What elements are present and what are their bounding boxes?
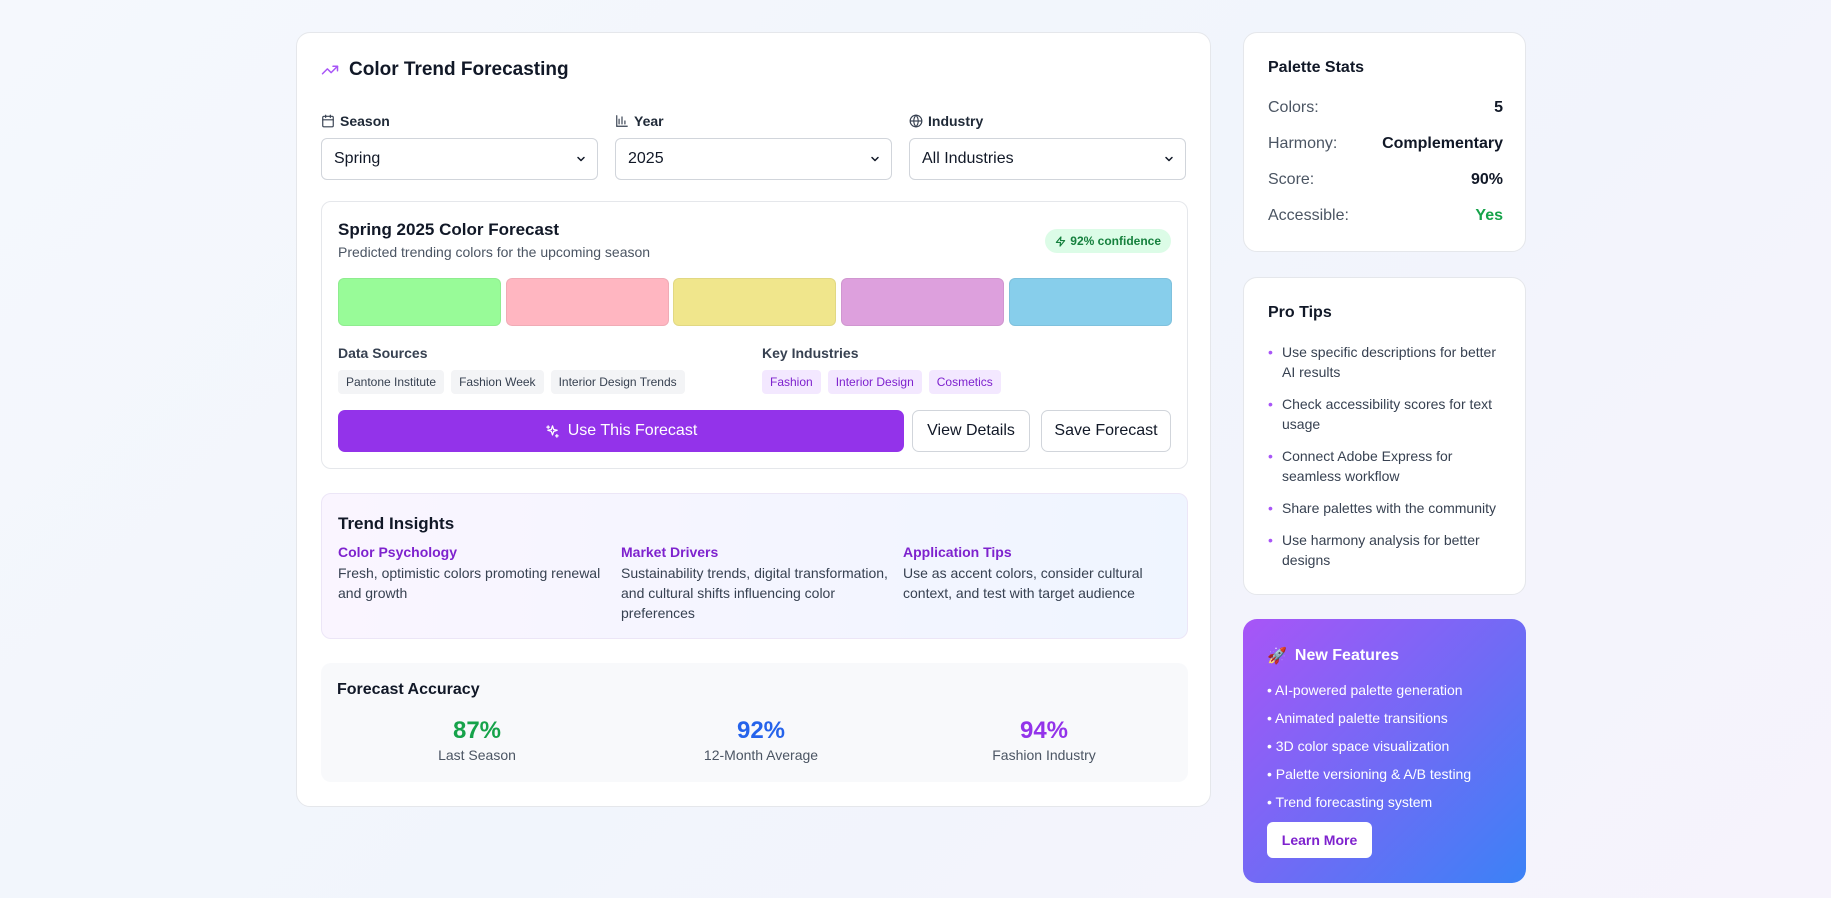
tips-list: Use specific descriptions for better AI … [1268, 342, 1508, 582]
tips-title: Pro Tips [1268, 304, 1332, 321]
accuracy-value: 92% [736, 717, 786, 744]
forecast-title: Spring 2025 Color Forecast [338, 220, 560, 239]
chevron-down-icon [1165, 156, 1173, 162]
data-source-tag: Pantone Institute [338, 370, 445, 394]
feature-item: • 3D color space visualization [1267, 738, 1450, 754]
rocket-icon: 🚀 [1267, 648, 1287, 665]
data-source-tag: Fashion Week [451, 370, 544, 394]
accuracy-label: Last Season [438, 747, 516, 763]
accuracy-title: Forecast Accuracy [337, 681, 480, 698]
accuracy-value: 94% [1019, 717, 1069, 744]
globe-icon [909, 114, 923, 128]
forecast-subtitle: Predicted trending colors for the upcomi… [338, 244, 651, 260]
bar-chart-icon [616, 115, 628, 127]
data-sources-tags: Pantone Institute Fashion Week Interior … [338, 370, 685, 394]
forecasting-panel: Color Trend Forecasting Season Spring Ye… [296, 32, 1211, 807]
industry-tag: Interior Design [827, 370, 922, 394]
key-industries-label: Key Industries [762, 345, 859, 361]
key-industries-tags: Fashion Interior Design Cosmetics [762, 370, 1001, 394]
confidence-badge: 92% confidence [1045, 229, 1171, 253]
chevron-down-icon [577, 156, 585, 162]
color-swatch[interactable] [1009, 278, 1172, 326]
trend-insights: Trend Insights Color Psychology Fresh, o… [321, 493, 1188, 639]
lightning-icon [1056, 235, 1066, 247]
industry-select[interactable]: All Industries [909, 138, 1186, 180]
insight-text: Fresh, optimistic colors promoting renew… [338, 565, 601, 601]
insight-text: Use as accent colors, consider cultural … [903, 565, 1143, 601]
panel-title-text: Color Trend Forecasting [349, 59, 569, 80]
color-swatch[interactable] [506, 278, 669, 326]
new-features-card: 🚀 New Features • AI-powered palette gene… [1243, 619, 1526, 883]
panel-title: Color Trend Forecasting [321, 59, 569, 81]
save-forecast-button[interactable]: Save Forecast [1041, 410, 1171, 452]
feature-item: • Animated palette transitions [1267, 710, 1448, 726]
accuracy-stat: 94% Fashion Industry [944, 717, 1144, 763]
industry-field: Industry All Industries [909, 111, 1186, 180]
insight-column: Application Tips Use as accent colors, c… [903, 544, 1173, 603]
stats-title: Palette Stats [1268, 59, 1365, 76]
industry-tag: Fashion [762, 370, 821, 394]
tip-item: Use harmony analysis for better designs [1268, 530, 1508, 570]
feature-item: • Trend forecasting system [1267, 794, 1433, 810]
tip-item: Use specific descriptions for better AI … [1268, 342, 1508, 382]
palette-stats-card: Palette Stats Colors: 5 Harmony: Complem… [1243, 32, 1526, 252]
feature-item: • Palette versioning & A/B testing [1267, 766, 1472, 782]
year-select[interactable]: 2025 [615, 138, 892, 180]
forecast-card: Spring 2025 Color Forecast Predicted tre… [321, 201, 1188, 469]
feature-item: • AI-powered palette generation [1267, 682, 1463, 698]
forecast-accuracy: Forecast Accuracy 87% Last Season 92% 12… [321, 663, 1188, 782]
insight-heading: Color Psychology [338, 544, 458, 560]
insight-column: Market Drivers Sustainability trends, di… [621, 544, 891, 623]
use-forecast-button[interactable]: Use This Forecast [338, 410, 904, 452]
season-field: Season Spring [321, 111, 598, 180]
trending-up-icon [321, 65, 339, 75]
insights-title: Trend Insights [338, 514, 455, 533]
learn-more-button[interactable]: Learn More [1267, 822, 1372, 858]
accuracy-stat: 87% Last Season [377, 717, 577, 763]
season-select[interactable]: Spring [321, 138, 598, 180]
data-sources-label: Data Sources [338, 345, 428, 361]
color-swatch[interactable] [841, 278, 1004, 326]
insight-heading: Application Tips [903, 544, 1012, 560]
view-details-button[interactable]: View Details [912, 410, 1030, 452]
industry-tag: Cosmetics [928, 370, 1001, 394]
color-swatch[interactable] [673, 278, 836, 326]
accuracy-label: Fashion Industry [992, 747, 1096, 763]
stat-row: Score: 90% [1268, 171, 1503, 188]
features-title: 🚀 New Features [1267, 647, 1399, 665]
swatch-row [338, 278, 1173, 326]
calendar-icon [322, 114, 334, 128]
color-swatch[interactable] [338, 278, 501, 326]
pro-tips-card: Pro Tips Use specific descriptions for b… [1243, 277, 1526, 595]
industry-label: Industry [909, 111, 1186, 131]
tip-item: Share palettes with the community [1268, 498, 1508, 518]
features-list: • AI-powered palette generation • Animat… [1267, 676, 1471, 816]
stat-row: Accessible: Yes [1268, 207, 1503, 224]
tip-item: Connect Adobe Express for seamless workf… [1268, 446, 1508, 486]
accessible-value: Yes [1475, 207, 1503, 224]
data-source-tag: Interior Design Trends [550, 370, 685, 394]
stat-row: Colors: 5 [1268, 99, 1503, 116]
sparkles-icon [545, 424, 559, 438]
year-field: Year 2025 [615, 111, 892, 180]
accuracy-value: 87% [452, 717, 502, 744]
season-label: Season [321, 111, 598, 131]
accuracy-stat: 92% 12-Month Average [661, 717, 861, 763]
insight-heading: Market Drivers [621, 544, 719, 560]
chevron-down-icon [871, 156, 879, 162]
stat-row: Harmony: Complementary [1268, 135, 1503, 152]
year-label: Year [615, 111, 892, 131]
accuracy-label: 12-Month Average [703, 747, 819, 763]
insight-text: Sustainability trends, digital transform… [621, 565, 888, 621]
insight-column: Color Psychology Fresh, optimistic color… [338, 544, 608, 603]
tip-item: Check accessibility scores for text usag… [1268, 394, 1508, 434]
